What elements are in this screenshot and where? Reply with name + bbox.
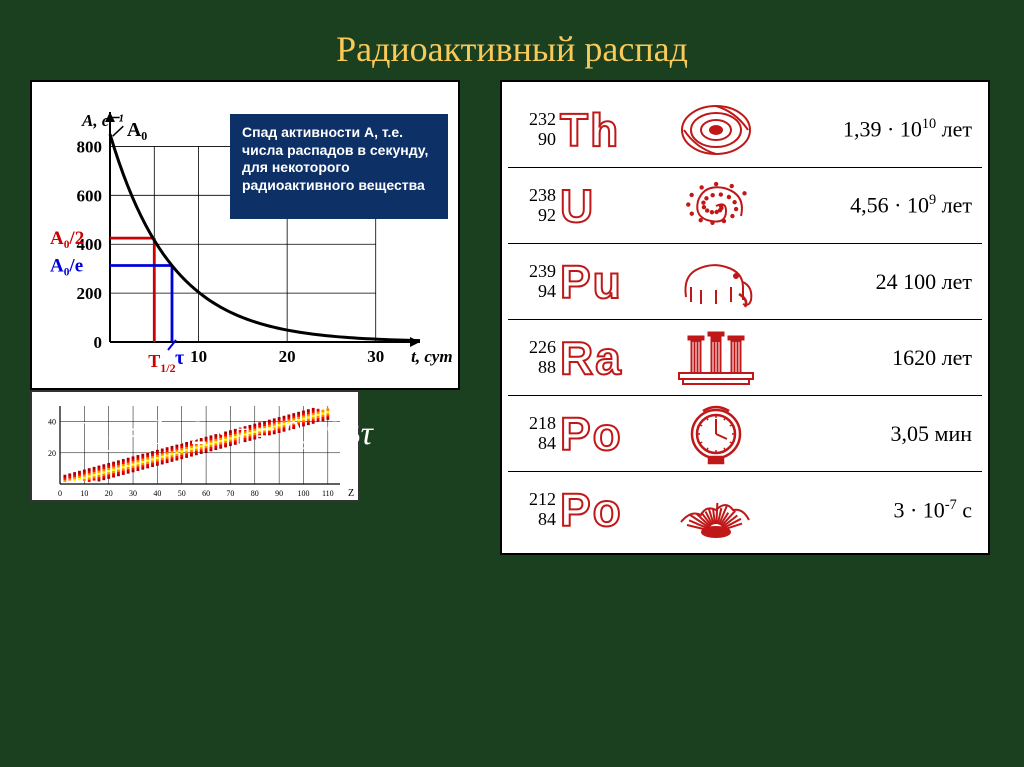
half-life-value: 3,05 мин [776, 421, 982, 447]
half-life-value: 1620 лет [776, 345, 982, 371]
decay-chart-caption: Спад активности А, т.е. числа распадов в… [230, 114, 448, 219]
atomic-number: 84 [508, 510, 556, 530]
half-life-value: 3 · 10-7 с [776, 497, 982, 523]
svg-text:30: 30 [129, 489, 137, 498]
svg-text:A, c⁻¹: A, c⁻¹ [81, 111, 123, 130]
isotope-numbers: 212 84 [508, 490, 556, 530]
isotope-icon-clock [656, 401, 776, 466]
svg-text:t, сут: t, сут [411, 347, 452, 366]
svg-text:A₀/e: A₀/e [50, 255, 83, 276]
half-life-formula: T1/2 = ln 2 · τ = 0,693τ [70, 415, 373, 459]
element-symbol: Th [556, 103, 656, 157]
svg-text:A₀/2: A₀/2 [50, 228, 84, 249]
svg-text:800: 800 [77, 137, 103, 156]
half-life-value: 1,39 · 1010 лет [776, 116, 982, 142]
svg-text:30: 30 [367, 347, 384, 366]
isotope-icon-explosion [656, 478, 776, 543]
svg-text:60: 60 [202, 489, 210, 498]
svg-text:40: 40 [48, 418, 56, 427]
svg-text:τ: τ [175, 347, 184, 369]
isotope-row: 226 88 Ra 1620 лет [508, 320, 982, 396]
half-life-value: 24 100 лет [776, 269, 982, 295]
isotope-icon-columns [656, 325, 776, 390]
svg-text:200: 200 [77, 284, 103, 303]
mass-number: 239 [508, 262, 556, 282]
element-symbol: Pu [556, 255, 656, 309]
isotope-row: 212 84 Po 3 · 10-7 с [508, 472, 982, 548]
element-symbol: Po [556, 483, 656, 537]
mass-number: 238 [508, 186, 556, 206]
svg-text:A₀: A₀ [127, 119, 147, 141]
mass-number: 226 [508, 338, 556, 358]
isotope-numbers: 226 88 [508, 338, 556, 378]
atomic-number: 92 [508, 206, 556, 226]
svg-text:10: 10 [80, 489, 88, 498]
isotope-icon-galaxy [656, 97, 776, 162]
atomic-number: 94 [508, 282, 556, 302]
svg-text:20: 20 [105, 489, 113, 498]
page-title: Радиоактивный распад [0, 0, 1024, 80]
isotope-numbers: 238 92 [508, 186, 556, 226]
svg-text:1/2: 1/2 [160, 361, 175, 375]
mass-number: 218 [508, 414, 556, 434]
isotope-row: 238 92 U 4,56 · 109 лет [508, 168, 982, 244]
svg-text:600: 600 [77, 186, 103, 205]
isotope-icon-mammoth [656, 249, 776, 314]
svg-text:110: 110 [322, 489, 334, 498]
svg-text:80: 80 [251, 489, 259, 498]
isotope-row: 239 94 Pu 24 100 лет [508, 244, 982, 320]
svg-text:20: 20 [48, 449, 56, 458]
svg-text:100: 100 [297, 489, 309, 498]
element-symbol: U [556, 179, 656, 233]
atomic-number: 90 [508, 130, 556, 150]
atomic-number: 88 [508, 358, 556, 378]
mass-number: 232 [508, 110, 556, 130]
element-symbol: Ra [556, 331, 656, 385]
content: 1020302004006008000A, c⁻¹t, сутA₀/2A₀/eT… [0, 80, 1024, 555]
decay-chart: 1020302004006008000A, c⁻¹t, сутA₀/2A₀/eT… [30, 80, 460, 390]
svg-text:20: 20 [279, 347, 296, 366]
atomic-number: 84 [508, 434, 556, 454]
svg-text:0: 0 [94, 333, 103, 352]
isotope-row: 218 84 Po 3,05 мин [508, 396, 982, 472]
isotope-icon-spiral [656, 173, 776, 238]
left-column: 1020302004006008000A, c⁻¹t, сутA₀/2A₀/eT… [30, 80, 460, 555]
svg-text:70: 70 [226, 489, 234, 498]
svg-text:T: T [148, 351, 160, 371]
svg-text:10: 10 [190, 347, 207, 366]
svg-text:50: 50 [178, 489, 186, 498]
isotopes-table: 232 90 Th 1,39 · 1010 лет 238 92 U 4,56 … [500, 80, 990, 555]
isotope-numbers: 232 90 [508, 110, 556, 150]
mass-number: 212 [508, 490, 556, 510]
isotope-numbers: 239 94 [508, 262, 556, 302]
svg-text:40: 40 [153, 489, 161, 498]
isotope-row: 232 90 Th 1,39 · 1010 лет [508, 92, 982, 168]
element-symbol: Po [556, 407, 656, 461]
half-life-value: 4,56 · 109 лет [776, 192, 982, 218]
svg-text:90: 90 [275, 489, 283, 498]
isotope-numbers: 218 84 [508, 414, 556, 454]
svg-text:Z: Z [348, 488, 354, 499]
svg-text:0: 0 [58, 489, 62, 498]
